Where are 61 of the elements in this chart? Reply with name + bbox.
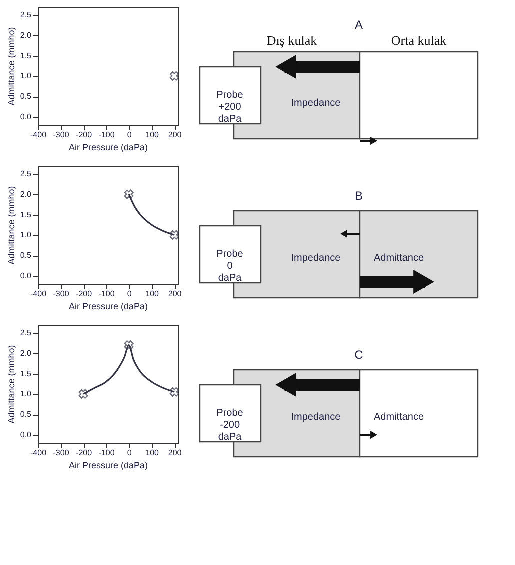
- x-tick-label: -300: [53, 448, 70, 458]
- y-tick-label: 1.0: [20, 230, 32, 240]
- text: Impedance: [291, 98, 342, 109]
- y-axis-title: Admittance (mmho): [6, 345, 16, 424]
- y-tick-label: 0.0: [20, 430, 32, 440]
- x-tick-label: -300: [53, 290, 70, 298]
- x-tick-label: 100: [146, 290, 160, 298]
- y-tick-label: 2.5: [20, 170, 32, 179]
- y-tick-label: 1.5: [20, 369, 32, 378]
- y-tick-label: 2.0: [20, 348, 32, 358]
- y-tick-label: 1.0: [20, 72, 32, 81]
- x-tick-label: -100: [98, 448, 116, 458]
- text: Impedance: [291, 253, 342, 264]
- y-tick-label: 1.5: [20, 210, 32, 220]
- y-tick-label: 0.0: [20, 271, 32, 280]
- x-tick-label: -200: [76, 290, 93, 298]
- y-axis-title: Admittance (mmho): [6, 186, 16, 265]
- x-tick-label: 0: [127, 290, 132, 298]
- x-tick-label: 200: [168, 130, 182, 140]
- text: Admittance: [374, 253, 424, 264]
- x-axis-title: Air Pressure (daPa): [68, 460, 148, 470]
- x-axis-title: Air Pressure (daPa): [68, 302, 148, 312]
- text: B: [354, 189, 364, 203]
- x-tick-label: -100: [98, 130, 116, 140]
- text: Impedance: [291, 412, 342, 423]
- point: [124, 340, 134, 350]
- x-tick-label: -400: [30, 290, 48, 298]
- text: Admittance: [374, 412, 424, 423]
- text: Probe +200 daPa: [216, 90, 244, 125]
- x-tick-label: 0: [127, 448, 132, 458]
- x-tick-label: -100: [98, 290, 116, 298]
- y-tick-label: 2.0: [20, 30, 32, 40]
- text: Orta kulak: [391, 33, 448, 48]
- text: Dış kulak: [266, 33, 318, 48]
- text: Probe -200 daPa: [216, 408, 244, 443]
- point: [78, 389, 88, 399]
- x-tick-label: 100: [146, 448, 160, 458]
- x-tick-label: -200: [76, 130, 93, 140]
- x-tick-label: 0: [127, 130, 132, 140]
- y-tick-label: 0.5: [20, 92, 32, 102]
- y-tick-label: 2.5: [20, 10, 32, 20]
- point: [170, 387, 180, 397]
- y-tick-label: 2.5: [20, 328, 32, 338]
- x-tick-label: -300: [53, 130, 70, 140]
- y-tick-label: 0.5: [20, 251, 32, 260]
- x-tick-label: -200: [76, 448, 93, 458]
- text: C: [354, 348, 364, 362]
- y-axis-title: Admittance (mmho): [6, 27, 16, 106]
- x-tick-label: 200: [168, 448, 182, 458]
- y-tick-label: 0.5: [20, 410, 32, 420]
- y-tick-label: 1.5: [20, 51, 32, 60]
- y-tick-label: 2.0: [20, 190, 32, 199]
- text: Probe 0 daPa: [216, 249, 244, 284]
- x-tick-label: 100: [146, 130, 160, 140]
- text: A: [354, 18, 364, 32]
- x-tick-label: -400: [30, 130, 48, 140]
- y-tick-label: 0.0: [20, 112, 32, 122]
- x-tick-label: -400: [30, 448, 48, 458]
- x-axis-title: Air Pressure (daPa): [68, 142, 148, 152]
- x-tick-label: 200: [168, 290, 182, 298]
- y-tick-label: 1.0: [20, 390, 32, 399]
